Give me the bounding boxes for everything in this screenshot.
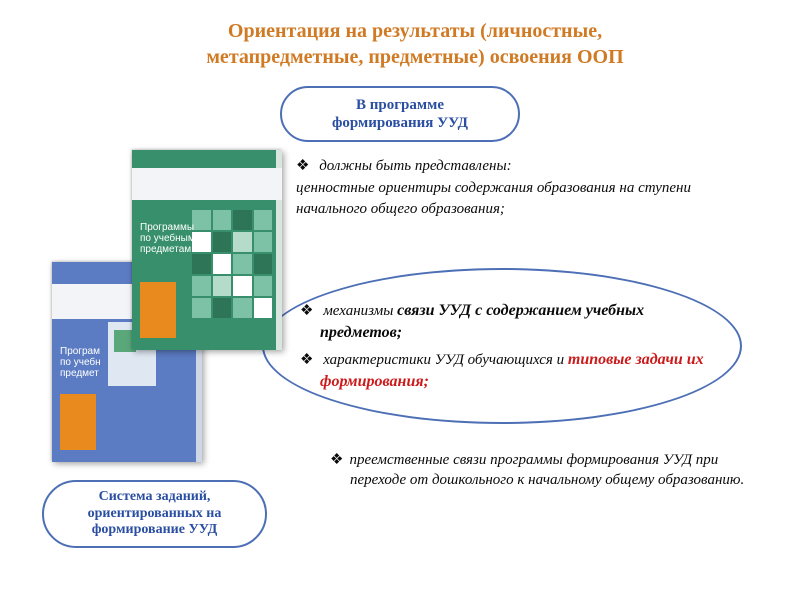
title-line2: метапредметные, предметные) освоения ООП — [206, 46, 623, 68]
book-front-stripe — [132, 168, 282, 200]
main-li1: механизмы связи УУД с содержанием учебны… — [300, 300, 704, 343]
book-back-title: Програм по учебн предмет — [60, 346, 101, 379]
slide-title: Ориентация на результаты (личностные, ме… — [90, 18, 740, 70]
title-line1-em: результаты — [372, 20, 475, 42]
book-front-grid — [192, 210, 272, 318]
callout-task-system: Система заданий, ориентированных на форм… — [42, 480, 267, 548]
book-back-badge — [60, 394, 96, 450]
pill-top-l2: формирования УУД — [332, 115, 468, 131]
callout-program-uud: В программе формирования УУД — [280, 86, 520, 142]
book-front: Программы по учебным предметам — [132, 150, 282, 350]
title-line1-pre: Ориентация на — [228, 20, 372, 42]
pill-top-l1: В программе — [356, 97, 444, 113]
block-continuity: преемственные связи программы формирован… — [330, 450, 760, 491]
callout-main-links: механизмы связи УУД с содержанием учебны… — [262, 268, 742, 424]
book-front-badge — [140, 282, 176, 338]
book-front-title: Программы по учебным предметам — [140, 222, 195, 255]
req-item1: ценностные ориентиры содержания образова… — [296, 178, 756, 219]
main-li1-pre: механизмы — [323, 303, 397, 319]
book-stack: Програм по учебн предмет Программы по уч… — [46, 150, 256, 460]
main-li2-pre: характеристики УУД обучающихся и — [323, 352, 568, 368]
main-li2: характеристики УУД обучающихся и типовые… — [300, 349, 704, 392]
title-line1-post: (личностные, — [475, 20, 602, 42]
pill-bottom-l1: Система заданий, — [99, 489, 211, 504]
req-lead-text: должны быть представлены: — [319, 158, 511, 174]
pill-bottom-l3: формирование УУД — [92, 522, 217, 537]
pill-bottom-l2: ориентированных на — [88, 506, 222, 521]
block-requirements-top: должны быть представлены: ценностные ори… — [296, 156, 756, 219]
continuity-item: преемственные связи программы формирован… — [330, 450, 760, 491]
req-lead: должны быть представлены: — [296, 156, 756, 176]
